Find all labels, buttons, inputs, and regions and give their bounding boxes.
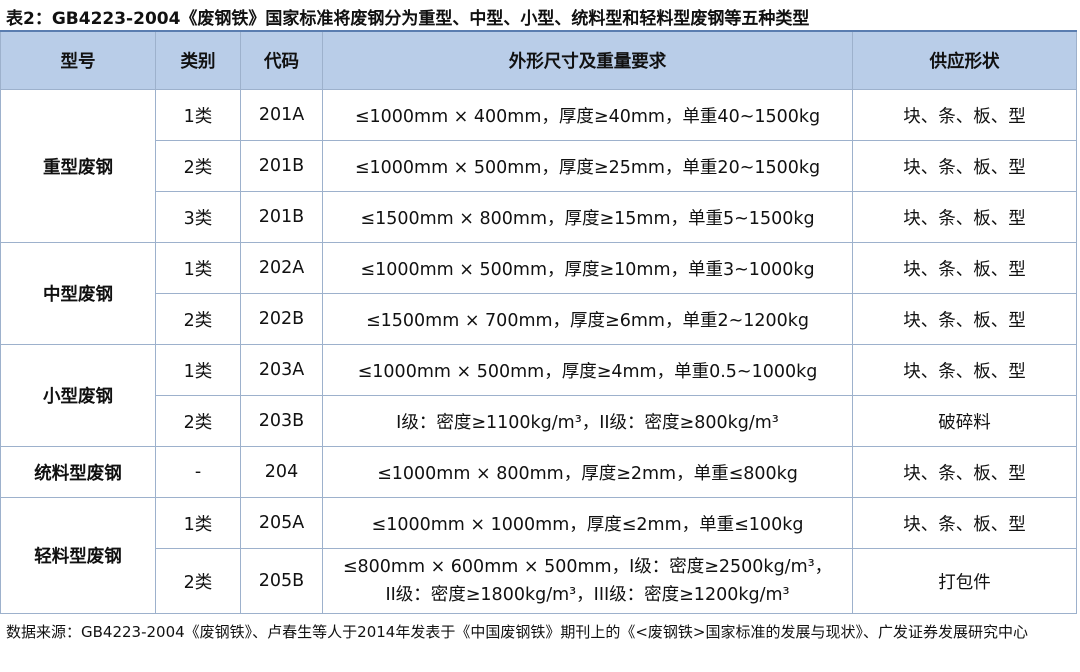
table-cell: 202A xyxy=(240,242,323,294)
table-body: 重型废钢 1类 201A ≤1000mm × 400mm，厚度≥40mm，单重40~1… xyxy=(0,89,1077,614)
table-cell: ≤800mm × 600mm × 500mm，I级：密度≥2500kg/m³， I… xyxy=(322,548,853,614)
table-cell: 2类 xyxy=(155,293,241,345)
group-cell: 统料型废钢 xyxy=(0,446,156,498)
table-row: 3类 201B ≤1500mm × 800mm，厚度≥15mm，单重5~1500kg… xyxy=(1,191,1077,243)
table-cell: 201B xyxy=(240,191,323,243)
group-cell: 轻料型废钢 xyxy=(0,497,156,614)
source-note: 数据来源：GB4223-2004《废钢铁》、卢春生等人于2014年发表于《中国废… xyxy=(6,623,1028,641)
table-cell: I级：密度≥1100kg/m³，II级：密度≥800kg/m³ xyxy=(322,395,853,447)
table-cell: 201B xyxy=(240,140,323,192)
table-cell: 203B xyxy=(240,395,323,447)
table-cell: 2类 xyxy=(155,395,241,447)
table-cell: 块、条、板、型 xyxy=(852,446,1077,498)
header-cell: 供应形状 xyxy=(852,30,1077,90)
table-cell: 201A xyxy=(240,89,323,141)
table-cell: - xyxy=(155,446,241,498)
table-row: 2类 201B ≤1000mm × 500mm，厚度≥25mm，单重20~1500k… xyxy=(1,140,1077,192)
table-cell: ≤1000mm × 1000mm，厚度≤2mm，单重≤100kg xyxy=(322,497,853,549)
table-cell: ≤1000mm × 500mm，厚度≥4mm，单重0.5~1000kg xyxy=(322,344,853,396)
table-cell: ≤1000mm × 500mm，厚度≥10mm，单重3~1000kg xyxy=(322,242,853,294)
table-cell: 块、条、板、型 xyxy=(852,89,1077,141)
table-row: 中型废钢 1类 202A ≤1000mm × 500mm，厚度≥10mm，单重3~10… xyxy=(0,242,1077,345)
header-cell: 外形尺寸及重量要求 xyxy=(322,30,853,90)
header-cell: 类别 xyxy=(155,30,241,90)
group-cell: 中型废钢 xyxy=(0,242,156,345)
table-row: 小型废钢 1类 203A ≤1000mm × 500mm，厚度≥4mm，单重0.5~1… xyxy=(0,344,1077,447)
table-cell: 2类 xyxy=(155,548,241,614)
table-cell: 1类 xyxy=(155,497,241,549)
group-cell: 重型废钢 xyxy=(0,89,156,243)
table-cell: 205B xyxy=(240,548,323,614)
header-row: 型号 类别 代码 外形尺寸及重量要求 供应形状 xyxy=(0,30,1077,90)
table-cell: ≤1000mm × 400mm，厚度≥40mm，单重40~1500kg xyxy=(322,89,853,141)
table-row: 2类 203B I级：密度≥1100kg/m³，II级：密度≥800kg/m³ 破碎料 xyxy=(1,395,1077,447)
table-cell: 1类 xyxy=(155,344,241,396)
header-cell: 代码 xyxy=(240,30,323,90)
table-cell: 1类 xyxy=(155,89,241,141)
table-cell: 204 xyxy=(240,446,323,498)
group-cell: 小型废钢 xyxy=(0,344,156,447)
table-row: 轻料型废钢 1类 205A ≤1000mm × 1000mm，厚度≤2mm，单重≤10… xyxy=(0,497,1077,614)
table-title: 表2：GB4223-2004《废钢铁》国家标准将废钢分为重型、中型、小型、统料型… xyxy=(6,9,810,29)
table-cell: 203A xyxy=(240,344,323,396)
table-row: 重型废钢 1类 201A ≤1000mm × 400mm，厚度≥40mm，单重40~1… xyxy=(0,89,1077,243)
table-cell: 1类 xyxy=(155,242,241,294)
table-cell: 块、条、板、型 xyxy=(852,191,1077,243)
table-cell: 块、条、板、型 xyxy=(852,140,1077,192)
table-row: 2类 205B ≤800mm × 600mm × 500mm，I级：密度≥2500k… xyxy=(1,548,1077,614)
table-row: 统料型废钢 -204 ≤1000mm × 800mm，厚度≥2mm，单重≤800kg… xyxy=(0,446,1077,498)
table-cell: 破碎料 xyxy=(852,395,1077,447)
cell-line: ≤800mm × 600mm × 500mm，I级：密度≥2500kg/m³， xyxy=(342,557,833,577)
table-cell: ≤1500mm × 800mm，厚度≥15mm，单重5~1500kg xyxy=(322,191,853,243)
table-cell: 块、条、板、型 xyxy=(852,293,1077,345)
table-cell: ≤1000mm × 800mm，厚度≥2mm，单重≤800kg xyxy=(322,446,853,498)
table-cell: ≤1000mm × 500mm，厚度≥25mm，单重20~1500kg xyxy=(322,140,853,192)
table-row: 2类 202B ≤1500mm × 700mm，厚度≥6mm，单重2~1200kg 块… xyxy=(1,293,1077,345)
table-cell: 2类 xyxy=(155,140,241,192)
table-cell: 块、条、板、型 xyxy=(852,497,1077,549)
table-cell: 块、条、板、型 xyxy=(852,344,1077,396)
table-cell: 202B xyxy=(240,293,323,345)
data-table: 型号 类别 代码 外形尺寸及重量要求 供应形状 重型废钢 1类 201A ≤1000mm × … xyxy=(0,30,1077,614)
table-cell: 3类 xyxy=(155,191,241,243)
header-cell: 型号 xyxy=(0,30,156,90)
table-cell: 块、条、板、型 xyxy=(852,242,1077,294)
cell-line: II级：密度≥1800kg/m³，III级：密度≥1200kg/m³ xyxy=(385,585,790,605)
table-cell: ≤1500mm × 700mm，厚度≥6mm，单重2~1200kg xyxy=(322,293,853,345)
table-cell: 打包件 xyxy=(852,548,1077,614)
table-cell: 205A xyxy=(240,497,323,549)
